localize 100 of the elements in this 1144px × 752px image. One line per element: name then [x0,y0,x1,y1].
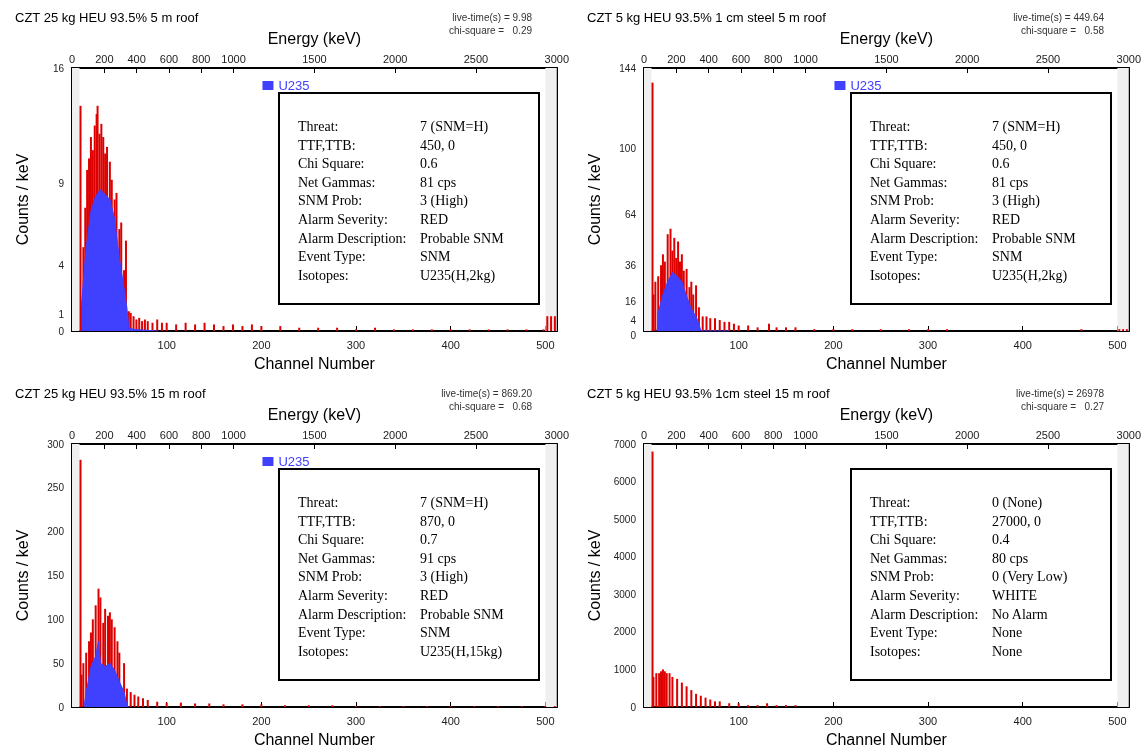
annotation: TTF,TTB: [298,512,357,531]
annotation: 7 (SNM=H) [420,118,489,136]
x2-tick-label: 2000 [954,428,980,441]
annotation: None [992,642,1023,661]
x2-tick-label: 600 [731,428,751,441]
x2-tick-label: 400 [699,428,718,441]
y-tick-label: 64 [624,208,637,220]
y-tick-label: 4 [58,259,65,271]
x2-tick-label: 2500 [1035,52,1061,65]
y-tick-label: 0 [58,701,65,713]
annotation: 27000, 0 [992,512,1041,531]
x-tick-label: 400 [441,338,460,351]
x2-tick-label: 1500 [874,52,899,65]
annotation: 0.7 [420,531,438,550]
y-tick-label: 144 [619,62,637,74]
x2-tick-label: 3000 [1116,52,1142,65]
annotation: 3 (High) [992,192,1040,211]
y-tick-label: 4000 [613,551,637,563]
x-tick-label: 500 [536,714,555,727]
annotation: SNM Prob: [870,568,936,587]
x2-tick-label: 1000 [793,428,818,441]
x-tick-label: 200 [252,338,271,351]
annotation: Alarm Severity: [870,586,961,605]
annotation: RED [420,210,448,229]
x-tick-label: 200 [824,338,843,351]
annotation: Event Type: [870,624,939,643]
x2-tick-label: 600 [159,52,179,65]
x2-tick-label: 400 [127,428,146,441]
annotation: RED [420,586,448,605]
x-tick-label: 200 [824,714,843,727]
annotation: TTF,TTB: [870,136,929,155]
y-tick-label: 50 [52,657,65,669]
annotation: Chi Square: [870,155,938,174]
y-tick-label: 200 [47,526,65,538]
x2-tick-label: 3000 [544,428,570,441]
x2-tick-label: 800 [764,428,783,441]
x-tick-label: 300 [918,338,938,351]
x-tick-label: 500 [1108,714,1127,727]
annotation: 7 (SNM=H) [420,494,489,512]
y-tick-label: 0 [630,330,637,341]
annotation: Threat: [870,118,912,136]
x2-tick-label: 0 [68,428,76,441]
annotation: No Alarm [992,605,1048,624]
x-tick-label: 300 [346,714,366,727]
legend-label: U235 [278,454,310,469]
annotation: Isotopes: [870,642,922,661]
x2-tick-label: 1500 [302,52,327,65]
annotation: RED [992,210,1020,229]
annotation: SNM Prob: [870,192,936,211]
y-tick-label: 0 [630,701,637,713]
annotation: 91 cps [420,549,457,568]
annotation: Net Gammas: [298,549,377,568]
x2-tick-label: 3000 [1116,428,1142,441]
text: live-time(s) = 9.98 [452,11,533,23]
annotation: TTF,TTB: [298,136,357,155]
y-tick-label: 1 [58,309,65,321]
annotation: Isotopes: [870,266,922,285]
x-tick-label: 400 [1013,338,1032,351]
y-tick-label: 6000 [613,476,637,488]
text: chi-square = 0.29 [448,24,533,36]
x2-tick-label: 200 [667,428,686,441]
x-tick-label: 400 [1013,714,1032,727]
annotation: U235(H,2kg) [420,266,496,285]
annotation: 870, 0 [420,512,455,531]
annotation: 7 (SNM=H) [992,118,1061,136]
annotation: Isotopes: [298,642,350,661]
annotation: U235(H,15kg) [420,642,503,661]
x2-tick-label: 2000 [382,428,408,441]
x2-tick-label: 400 [127,52,146,65]
y-tick-label: 16 [624,296,637,308]
annotation: 3 (High) [420,192,468,211]
annotation: 0.6 [420,155,438,174]
annotation: Chi Square: [298,531,366,550]
annotation: 81 cps [420,173,457,192]
annotation: SNM Prob: [298,568,364,587]
x2-axis-title: Energy (keV) [267,29,362,47]
x-tick-label: 100 [157,338,176,351]
annotation: 450, 0 [420,136,455,155]
x-tick-label: 200 [252,714,271,727]
annotation: SNM Prob: [298,192,364,211]
annotation: None [992,624,1023,643]
text: chi-square = 0.68 [448,400,533,412]
x2-tick-label: 600 [159,428,179,441]
annotation: Event Type: [298,248,367,267]
x2-tick-label: 2000 [954,52,980,65]
annotation: Alarm Description: [870,605,980,624]
y-tick-label: 100 [619,142,637,154]
x2-tick-label: 800 [764,52,783,65]
y-tick-label: 1000 [613,663,637,675]
x2-tick-label: 1000 [221,428,246,441]
annotation: Net Gammas: [298,173,377,192]
x2-tick-label: 1000 [793,52,818,65]
x2-tick-label: 0 [640,428,648,441]
annotation: 0 (Very Low) [992,568,1068,587]
annotation: Event Type: [298,624,367,643]
y-tick-label: 250 [47,482,65,494]
annotation: 81 cps [992,173,1029,192]
annotation: Chi Square: [870,531,938,550]
x2-tick-label: 200 [95,428,114,441]
y-tick-label: 16 [52,62,65,74]
